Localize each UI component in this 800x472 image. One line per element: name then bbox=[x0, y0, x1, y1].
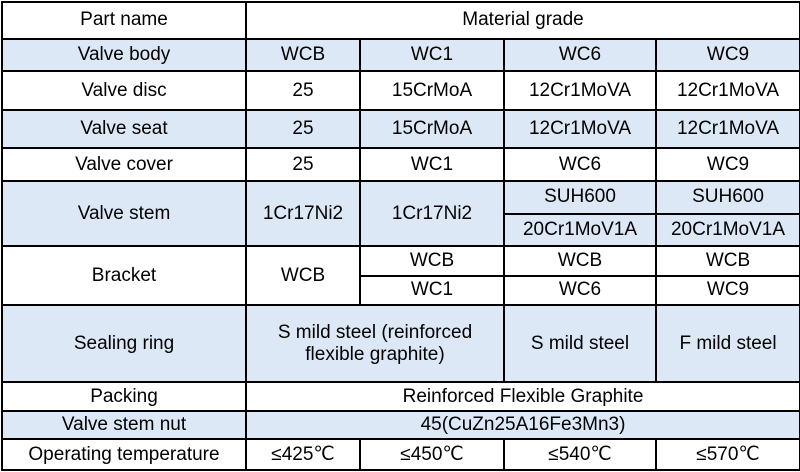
cell: 25 bbox=[245, 70, 361, 111]
cell: 12Cr1MoVA bbox=[503, 108, 657, 150]
cell: WC9 bbox=[654, 37, 800, 73]
cell: ≤450℃ bbox=[359, 438, 505, 471]
row-label: Valve stem bbox=[1, 180, 247, 248]
cell: SUH600 bbox=[503, 180, 657, 215]
row-label: Valve disc bbox=[1, 70, 247, 111]
cell: Reinforced Flexible Graphite bbox=[244, 381, 800, 412]
cell: SUH600 bbox=[654, 180, 800, 215]
row-valve-seat: Valve seat 25 15CrMoA 12Cr1MoVA 12Cr1MoV… bbox=[1, 108, 800, 150]
cell: WCB bbox=[359, 245, 505, 277]
cell: 1Cr17Ni2 bbox=[359, 180, 505, 248]
cell: WC1 bbox=[359, 274, 505, 307]
cell: ≤540℃ bbox=[503, 438, 657, 471]
row-label: Bracket bbox=[1, 245, 247, 307]
cell: WC1 bbox=[359, 147, 505, 183]
header-part-name: Part name bbox=[1, 1, 247, 40]
cell: 25 bbox=[245, 108, 361, 150]
row-valve-stem-nut: Valve stem nut 45(CuZn25A16Fe3Mn3) bbox=[1, 409, 800, 441]
cell: WC6 bbox=[503, 147, 657, 183]
cell: S mild steel (reinforced flexible graphi… bbox=[245, 304, 505, 384]
row-valve-disc: Valve disc 25 15CrMoA 12Cr1MoVA 12Cr1MoV… bbox=[1, 70, 800, 111]
header-material-grade: Material grade bbox=[244, 1, 800, 40]
cell: WC9 bbox=[654, 274, 800, 307]
cell: 45(CuZn25A16Fe3Mn3) bbox=[244, 409, 800, 441]
row-packing: Packing Reinforced Flexible Graphite bbox=[1, 381, 800, 412]
cell: 1Cr17Ni2 bbox=[245, 180, 361, 248]
cell: WCB bbox=[245, 245, 361, 307]
cell: WCB bbox=[654, 245, 800, 277]
row-label: Valve cover bbox=[1, 147, 247, 183]
row-valve-stem-sub: 20Cr1MoV1A 20Cr1MoV1A bbox=[2, 212, 800, 248]
row-sealing-ring: Sealing ring S mild steel (reinforced fl… bbox=[1, 304, 800, 384]
cell: 12Cr1MoVA bbox=[654, 70, 800, 111]
row-label: Sealing ring bbox=[1, 304, 247, 384]
cell: WC6 bbox=[503, 37, 657, 73]
row-label: Valve body bbox=[1, 37, 247, 73]
cell: S mild steel bbox=[503, 304, 657, 384]
cell: WCB bbox=[245, 37, 361, 73]
cell: WC9 bbox=[654, 147, 800, 183]
header-row: Part name Material grade bbox=[1, 1, 800, 40]
cell: ≤570℃ bbox=[654, 438, 800, 471]
row-bracket: Bracket WCB WCB WCB WCB bbox=[1, 245, 800, 307]
row-valve-stem: Valve stem 1Cr17Ni2 1Cr17Ni2 SUH600 SUH6… bbox=[1, 180, 800, 248]
cell: 25 bbox=[245, 147, 361, 183]
cell: 12Cr1MoVA bbox=[654, 108, 800, 150]
cell: WCB bbox=[503, 245, 657, 277]
row-valve-cover: Valve cover 25 WC1 WC6 WC9 bbox=[1, 147, 800, 183]
row-operating-temperature: Operating temperature ≤425℃ ≤450℃ ≤540℃ … bbox=[1, 438, 800, 471]
row-label: Valve stem nut bbox=[1, 409, 247, 441]
row-label: Valve seat bbox=[1, 108, 247, 150]
cell: F mild steel bbox=[654, 304, 800, 384]
cell: WC6 bbox=[503, 274, 657, 307]
cell: 15CrMoA bbox=[359, 108, 505, 150]
cell: 15CrMoA bbox=[359, 70, 505, 111]
cell: WC1 bbox=[359, 37, 505, 73]
cell: 20Cr1MoV1A bbox=[503, 212, 657, 248]
cell: ≤425℃ bbox=[245, 438, 361, 471]
cell: 20Cr1MoV1A bbox=[654, 212, 800, 248]
cell: 12Cr1MoVA bbox=[503, 70, 657, 111]
row-label: Operating temperature bbox=[1, 438, 247, 471]
row-valve-body: Valve body WCB WC1 WC6 WC9 bbox=[1, 37, 800, 73]
row-label: Packing bbox=[1, 381, 247, 412]
